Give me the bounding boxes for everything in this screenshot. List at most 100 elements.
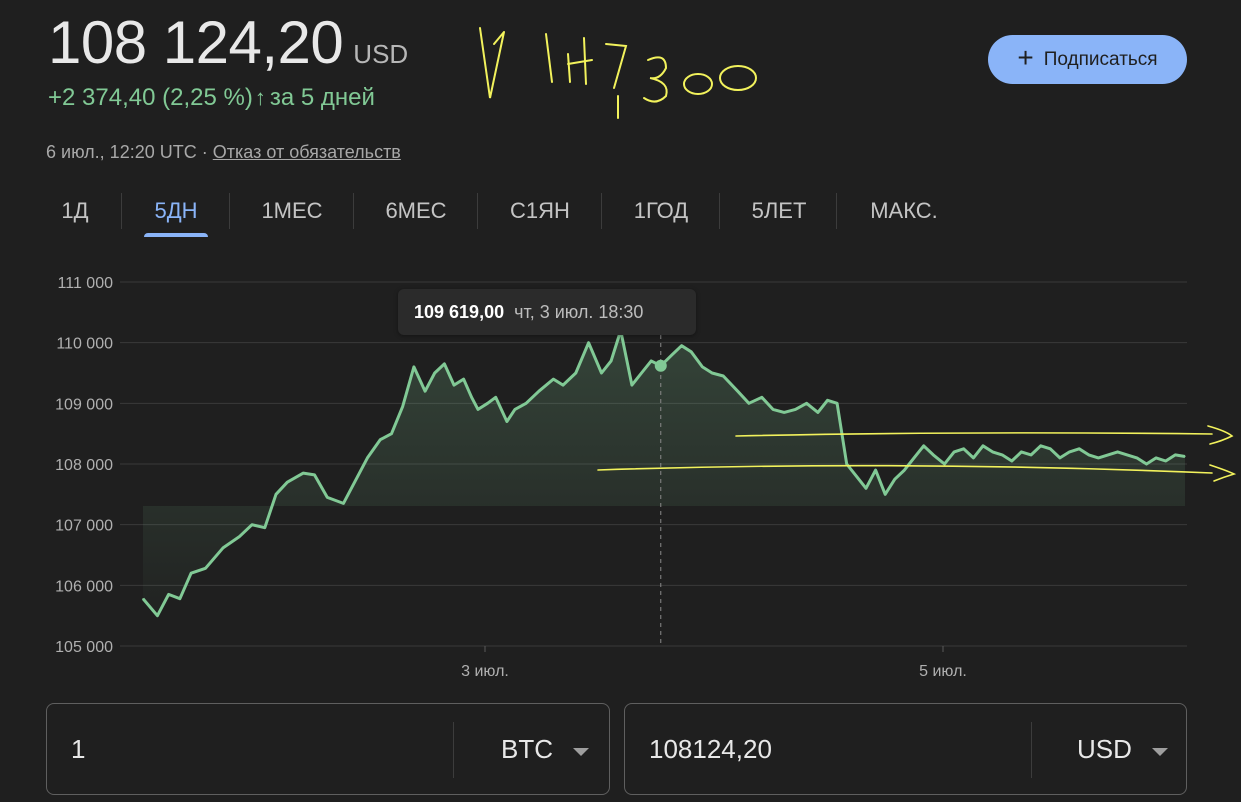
data-point: [1174, 454, 1176, 456]
data-point: [1165, 460, 1167, 462]
data-point: [190, 572, 192, 574]
data-point: [514, 408, 516, 410]
data-point: [477, 408, 479, 410]
change-period: за 5 дней: [269, 84, 375, 111]
tab-1m[interactable]: 1МЕС: [261, 198, 323, 223]
tab-1y[interactable]: 1ГОД: [633, 198, 689, 223]
tab-6m[interactable]: 6МЕС: [385, 198, 447, 223]
price-header: 108 124,20 USD: [48, 8, 408, 77]
tab-max[interactable]: МАКС.: [870, 198, 938, 223]
tab-separator: [477, 193, 478, 229]
data-point: [1145, 463, 1148, 465]
tab-ytd[interactable]: С1ЯН: [510, 198, 570, 223]
tooltip-time: чт, 3 июл. 18:30: [514, 301, 644, 322]
y-tick-label: 110 000: [56, 336, 113, 353]
data-point: [453, 384, 455, 386]
data-point: [761, 396, 763, 398]
converter-from: 1 BTC: [46, 703, 610, 795]
y-tick-label: 108 000: [55, 457, 113, 474]
converter-to: 108124,20 USD: [624, 703, 1187, 795]
price-chart[interactable]: 111 000 110 000 109 000 108 000 107 000 106 0…: [0, 255, 1241, 695]
data-point: [953, 451, 955, 453]
data-point: [701, 366, 704, 368]
tab-separator: [719, 193, 720, 229]
data-point: [817, 411, 819, 413]
tab-separator: [121, 193, 122, 229]
data-point: [390, 433, 393, 435]
data-point: [650, 360, 652, 362]
data-point: [794, 408, 797, 410]
disclaimer-link[interactable]: Отказ от обязательств: [212, 142, 401, 162]
data-point: [575, 372, 577, 374]
plus-icon: +: [1017, 42, 1034, 73]
data-point: [156, 615, 158, 617]
from-amount-input[interactable]: 1: [71, 734, 86, 764]
dropdown-arrow-icon[interactable]: [573, 748, 589, 756]
tab-separator: [229, 193, 230, 229]
data-point: [562, 384, 564, 386]
from-currency-select[interactable]: BTC: [501, 734, 553, 764]
to-currency-select[interactable]: USD: [1077, 734, 1132, 764]
subscribe-label: Подписаться: [1043, 48, 1158, 70]
data-point: [932, 454, 934, 456]
data-point: [1184, 455, 1186, 458]
data-point: [342, 502, 344, 504]
dropdown-arrow-icon[interactable]: [1152, 748, 1168, 756]
data-point: [943, 463, 946, 465]
price-area: [143, 330, 1185, 616]
tab-1d[interactable]: 1Д: [61, 198, 89, 223]
data-point: [671, 354, 673, 356]
tab-separator: [836, 193, 837, 229]
data-point: [600, 372, 603, 374]
data-point: [722, 375, 724, 377]
y-tick-label: 109 000: [55, 396, 113, 413]
to-amount-input[interactable]: 108124,20: [649, 734, 772, 764]
data-point: [326, 496, 328, 498]
data-point: [1049, 448, 1051, 450]
data-point: [865, 487, 867, 489]
data-point: [923, 445, 925, 447]
data-point: [783, 411, 785, 413]
data-point: [1107, 454, 1109, 456]
price-change-row: +2 374,40 (2,25 %) ↑ за 5 дней: [48, 84, 375, 112]
data-point: [538, 390, 540, 392]
data-point: [1078, 448, 1080, 450]
data-point: [855, 475, 857, 477]
data-point: [413, 366, 415, 368]
data-point: [552, 378, 555, 380]
data-point: [204, 567, 207, 569]
data-point: [690, 351, 692, 353]
data-point: [424, 390, 426, 392]
data-point: [168, 593, 170, 595]
data-point: [495, 396, 497, 398]
data-point: [443, 363, 445, 365]
data-point: [525, 402, 527, 404]
data-point: [238, 536, 240, 538]
y-tick-label: 111 000: [58, 275, 114, 292]
data-point: [471, 396, 473, 398]
data-point: [711, 372, 713, 374]
data-point: [1097, 457, 1099, 459]
data-point: [379, 439, 381, 441]
current-price: 108 124,20: [48, 9, 344, 76]
chart-tooltip: 109 619,00 чт, 3 июл. 18:30: [398, 289, 696, 335]
data-point: [610, 360, 612, 362]
data-point: [1088, 454, 1090, 456]
y-tick-label: 107 000: [55, 518, 113, 535]
data-point: [631, 384, 633, 386]
data-point: [992, 451, 994, 453]
data-point: [660, 365, 662, 367]
data-point: [772, 408, 774, 410]
data-point: [826, 399, 829, 401]
tab-5d[interactable]: 5ДН: [144, 183, 208, 239]
meta-separator: ·: [201, 142, 208, 162]
data-point: [640, 372, 643, 374]
data-point: [286, 481, 288, 483]
data-point: [264, 527, 266, 529]
data-point: [903, 469, 906, 471]
data-point: [434, 372, 436, 374]
subscribe-button[interactable]: + Подписаться: [988, 35, 1187, 84]
converter-divider: [1031, 722, 1032, 778]
tab-5y[interactable]: 5ЛЕТ: [751, 198, 807, 223]
data-point: [875, 469, 877, 471]
